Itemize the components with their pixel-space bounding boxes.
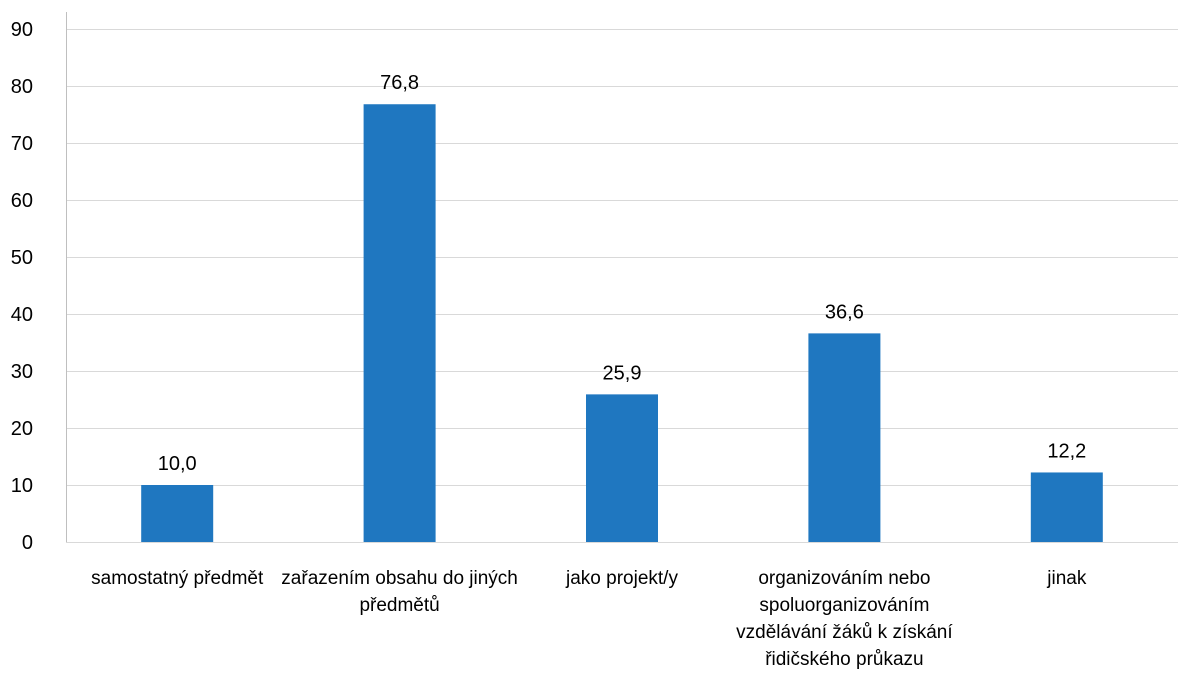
- x-category-label-line: organizováním nebo: [758, 568, 930, 589]
- x-category-label-line: zařazením obsahu do jiných: [281, 568, 518, 589]
- bar: [1030, 472, 1103, 542]
- data-label: 36,6: [825, 301, 864, 323]
- data-label: 12,2: [1047, 440, 1086, 462]
- y-tick-label: 10: [11, 475, 33, 497]
- x-category-label-line: samostatný předmět: [91, 568, 264, 589]
- x-category-label: jinak: [1046, 568, 1087, 589]
- x-category-label-line: jako projekt/y: [565, 568, 678, 589]
- y-axis-ticks: 0 10 20 30 40 50 60 70 80 90: [11, 19, 33, 554]
- y-tick-label: 40: [11, 304, 33, 326]
- x-axis-categories: samostatný předmět zařazením obsahu do ji…: [91, 568, 1087, 670]
- data-labels: 10,0 76,8 25,9 36,6 12,2: [158, 72, 1087, 475]
- y-tick-label: 90: [11, 19, 33, 41]
- y-tick-label: 0: [22, 532, 33, 554]
- y-tick-label: 30: [11, 361, 33, 383]
- y-tick-label: 70: [11, 133, 33, 155]
- bar: [141, 485, 214, 542]
- data-label: 76,8: [380, 72, 419, 94]
- x-category-label-line: vzdělávání žáků k získání: [736, 622, 953, 643]
- y-tick-label: 80: [11, 76, 33, 98]
- y-tick-label: 60: [11, 190, 33, 212]
- x-category-label: samostatný předmět: [91, 568, 264, 589]
- x-category-label: organizováním nebo spoluorganizováním vzdě…: [736, 568, 953, 670]
- y-tick-label: 20: [11, 418, 33, 440]
- x-category-label: zařazením obsahu do jiných předmětů: [281, 568, 518, 616]
- bar: [586, 394, 658, 542]
- x-category-label-line: předmětů: [359, 595, 439, 616]
- bar: [363, 104, 436, 543]
- gridlines: [66, 29, 1178, 543]
- bar: [808, 333, 881, 542]
- data-label: 10,0: [158, 453, 197, 475]
- x-category-label-line: řidičského průkazu: [765, 649, 923, 670]
- y-tick-label: 50: [11, 247, 33, 269]
- x-category-label: jako projekt/y: [565, 568, 678, 589]
- x-category-label-line: spoluorganizováním: [759, 595, 929, 616]
- bars: [141, 104, 1103, 543]
- data-label: 25,9: [603, 362, 642, 384]
- x-category-label-line: jinak: [1046, 568, 1087, 589]
